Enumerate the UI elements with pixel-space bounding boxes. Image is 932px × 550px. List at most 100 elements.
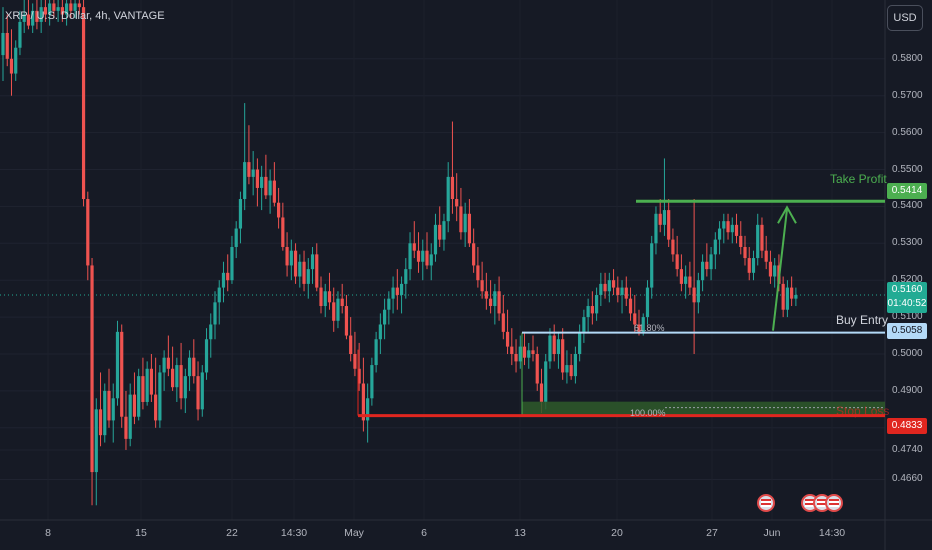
candle-body: [196, 376, 200, 410]
candle-body: [556, 339, 561, 354]
candle-body: [86, 199, 90, 266]
candle-body: [310, 254, 315, 270]
candle-body: [81, 7, 86, 200]
current-price-tag: 0.5160 01:40:52: [887, 282, 927, 313]
fib-100-label: 100.00%: [630, 408, 666, 418]
candle-body: [243, 162, 247, 200]
candle-body: [628, 298, 633, 314]
candle-body: [378, 324, 382, 340]
candle-body: [48, 3, 52, 15]
buy-entry-label: Buy Entry: [836, 313, 889, 327]
candle-body: [192, 357, 196, 377]
candle-body: [671, 239, 675, 255]
candle-body: [760, 224, 764, 251]
candle-body: [442, 221, 446, 240]
candle-body: [9, 58, 14, 74]
candle-body: [764, 250, 768, 262]
candle-body: [98, 409, 103, 436]
candle-body: [467, 213, 471, 244]
y-tick-label: 0.4660: [892, 473, 923, 485]
candle-body: [590, 306, 594, 314]
candle-body: [145, 368, 149, 402]
candle-body: [595, 294, 599, 314]
candle-body: [391, 287, 395, 299]
us-flag-event-icon[interactable]: [825, 494, 843, 512]
candle-body: [701, 261, 705, 281]
candle-body: [645, 287, 650, 318]
symbol-title: XRP / U.S. Dollar, 4h, VANTAGE: [5, 10, 165, 22]
y-tick-label: 0.4740: [892, 443, 923, 455]
candle-body: [578, 331, 582, 354]
currency-button[interactable]: USD: [887, 5, 923, 31]
candle-body: [204, 339, 209, 373]
candle-body: [209, 324, 213, 340]
candle-body: [162, 357, 166, 373]
candles: [1, 0, 798, 506]
candle-body: [705, 261, 709, 270]
arrow-head: [777, 205, 797, 224]
candle-body: [132, 394, 137, 417]
x-tick-label: 20: [611, 527, 623, 539]
candle-body: [336, 298, 340, 321]
candle-body: [561, 339, 565, 373]
candle-body: [624, 287, 628, 299]
candle-body: [692, 287, 696, 303]
candle-body: [654, 213, 658, 244]
candle-body: [514, 354, 518, 362]
candle-body: [552, 335, 556, 354]
x-tick-label: 14:30: [818, 527, 846, 539]
candle-body: [785, 287, 789, 310]
candle-body: [510, 346, 514, 354]
candle-body: [94, 409, 98, 473]
candle-body: [768, 261, 773, 277]
candle-body: [187, 357, 192, 377]
candle-body: [14, 47, 18, 74]
candle-body: [238, 199, 243, 229]
candle-body: [637, 324, 641, 332]
take-profit-price-tag: 0.5414: [887, 183, 927, 199]
candle-body: [52, 3, 56, 11]
stop-loss-label: Stop Loss: [836, 404, 890, 418]
candle-body: [268, 180, 272, 196]
candle-body: [544, 361, 548, 402]
y-tick-label: 0.5300: [892, 237, 923, 249]
candle-body: [527, 350, 531, 358]
candle-body: [794, 294, 798, 299]
candle-body: [412, 243, 416, 251]
candle-body: [107, 390, 111, 421]
us-flag-event-icon[interactable]: [757, 494, 775, 512]
candle-body: [128, 394, 132, 439]
candle-body: [349, 335, 353, 354]
candle-body: [569, 365, 573, 377]
candle-body: [696, 280, 700, 303]
candle-body: [565, 365, 569, 373]
candle-body: [77, 3, 81, 8]
candle-body: [476, 265, 480, 281]
candle-body: [709, 254, 713, 270]
candle-body: [667, 210, 671, 240]
candle-body: [641, 317, 645, 332]
candle-body: [433, 224, 438, 255]
candle-body: [611, 280, 616, 288]
candle-body: [472, 243, 476, 266]
candle-body: [18, 21, 22, 48]
candle-body: [293, 250, 298, 277]
candle-body: [22, 14, 26, 22]
candle-body: [688, 276, 692, 288]
candle-body: [620, 287, 624, 295]
candle-body: [518, 346, 522, 362]
candle-body: [327, 291, 332, 303]
candle-body: [539, 383, 544, 402]
candle-body: [277, 202, 281, 218]
candle-body: [421, 250, 425, 262]
candle-body: [455, 199, 459, 207]
candle-body: [73, 3, 77, 11]
y-tick-label: 0.5000: [892, 348, 923, 359]
candle-body: [658, 213, 662, 225]
candle-body: [408, 243, 412, 270]
candle-body: [603, 283, 607, 292]
candle-body: [111, 398, 115, 421]
